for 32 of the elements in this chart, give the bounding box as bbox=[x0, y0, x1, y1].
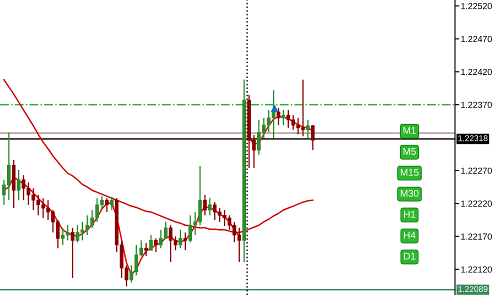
text: M15 bbox=[400, 168, 419, 176]
candlestick bbox=[16, 169, 20, 201]
candlestick bbox=[203, 194, 207, 216]
y-tick-label: 1.22520 bbox=[461, 2, 492, 10]
text: H1 bbox=[404, 210, 416, 218]
candlestick bbox=[105, 198, 109, 213]
y-tick-label: 1.22220 bbox=[461, 200, 492, 207]
candlestick bbox=[282, 109, 286, 126]
ref-line-label: 1.22318 bbox=[458, 135, 488, 142]
text: M30 bbox=[400, 190, 419, 197]
candlestick bbox=[154, 238, 158, 253]
text: H4 bbox=[404, 232, 416, 239]
candlestick bbox=[70, 227, 74, 279]
ref-line-label: 1.22089 bbox=[458, 286, 488, 292]
y-tick-label: 1.22120 bbox=[461, 266, 492, 273]
y-tick-label: 1.22370 bbox=[461, 102, 492, 108]
candlestick bbox=[208, 198, 212, 216]
candlestick bbox=[306, 119, 310, 139]
candlestick bbox=[310, 124, 315, 151]
y-tick-label: 1.22170 bbox=[461, 233, 492, 240]
y-tick-label: 1.22470 bbox=[461, 36, 492, 42]
text: M5 bbox=[404, 148, 416, 155]
text: D1 bbox=[404, 252, 416, 260]
y-tick-label: 1.22270 bbox=[461, 168, 492, 174]
candlestick bbox=[184, 232, 188, 251]
candlestick bbox=[149, 234, 153, 251]
y-tick-label: 1.22420 bbox=[461, 68, 492, 76]
candlestick bbox=[110, 196, 114, 211]
candlestick bbox=[144, 242, 148, 257]
text: M1 bbox=[404, 127, 416, 134]
candlestick bbox=[178, 229, 182, 249]
candlestick bbox=[276, 107, 280, 126]
